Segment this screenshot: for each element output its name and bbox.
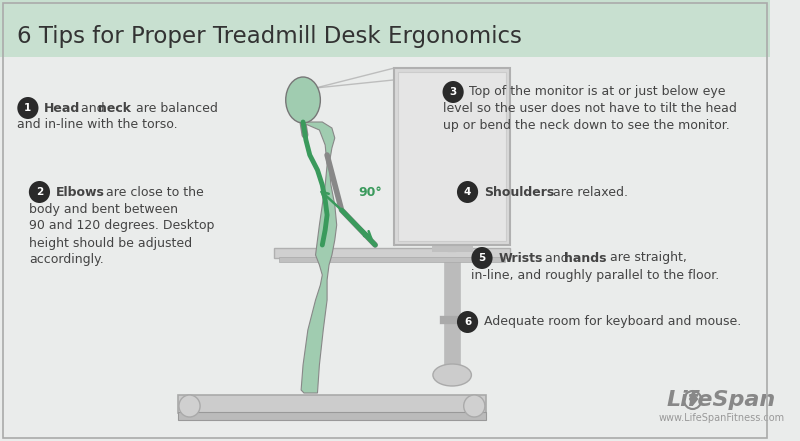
Bar	[274, 248, 510, 258]
Circle shape	[18, 97, 38, 119]
Text: 2: 2	[36, 187, 43, 197]
Ellipse shape	[179, 395, 200, 417]
Text: level so the user does not have to tilt the head: level so the user does not have to tilt …	[442, 102, 737, 116]
Ellipse shape	[464, 395, 485, 417]
Text: Wrists: Wrists	[498, 251, 542, 265]
Text: neck: neck	[98, 101, 131, 115]
Text: Elbows: Elbows	[56, 186, 105, 198]
Bar	[178, 395, 486, 413]
Text: in-line, and roughly parallel to the floor.: in-line, and roughly parallel to the flo…	[471, 269, 720, 281]
Circle shape	[471, 247, 493, 269]
Polygon shape	[298, 122, 337, 393]
Bar	[394, 68, 510, 245]
Bar	[279, 257, 505, 262]
Text: are balanced: are balanced	[132, 101, 218, 115]
Text: Adequate room for keyboard and mouse.: Adequate room for keyboard and mouse.	[484, 315, 741, 329]
Polygon shape	[689, 392, 698, 406]
Text: are straight,: are straight,	[606, 251, 687, 265]
Text: 90 and 120 degrees. Desktop: 90 and 120 degrees. Desktop	[29, 220, 214, 232]
Text: up or bend the neck down to see the monitor.: up or bend the neck down to see the moni…	[442, 120, 730, 132]
Text: body and bent between: body and bent between	[29, 202, 178, 216]
Text: 3: 3	[450, 87, 457, 97]
Bar	[0, 0, 770, 57]
Text: Top of the monitor is at or just below eye: Top of the monitor is at or just below e…	[470, 86, 726, 98]
Text: www.LifeSpanFitness.com: www.LifeSpanFitness.com	[658, 413, 785, 423]
Text: accordingly.: accordingly.	[29, 254, 104, 266]
Text: and: and	[77, 101, 109, 115]
Ellipse shape	[433, 364, 471, 386]
Text: are close to the: are close to the	[102, 186, 204, 198]
Text: LifeSpan: LifeSpan	[667, 390, 776, 410]
Circle shape	[457, 181, 478, 203]
Text: 6 Tips for Proper Treadmill Desk Ergonomics: 6 Tips for Proper Treadmill Desk Ergonom…	[18, 25, 522, 48]
Text: Head: Head	[44, 101, 81, 115]
Circle shape	[442, 81, 464, 103]
Text: and: and	[541, 251, 572, 265]
Text: 90°: 90°	[358, 186, 382, 198]
Text: 5: 5	[478, 253, 486, 263]
Text: height should be adjusted: height should be adjusted	[29, 236, 192, 250]
Circle shape	[457, 311, 478, 333]
Text: 6: 6	[464, 317, 471, 327]
Text: and in-line with the torso.: and in-line with the torso.	[18, 119, 178, 131]
Text: hands: hands	[564, 251, 606, 265]
Bar	[178, 412, 486, 420]
Ellipse shape	[286, 77, 320, 123]
Text: 1: 1	[24, 103, 31, 113]
Text: are relaxed.: are relaxed.	[550, 186, 628, 198]
Circle shape	[29, 181, 50, 203]
Text: 4: 4	[464, 187, 471, 197]
Text: Shoulders: Shoulders	[484, 186, 554, 198]
Bar	[398, 72, 506, 241]
